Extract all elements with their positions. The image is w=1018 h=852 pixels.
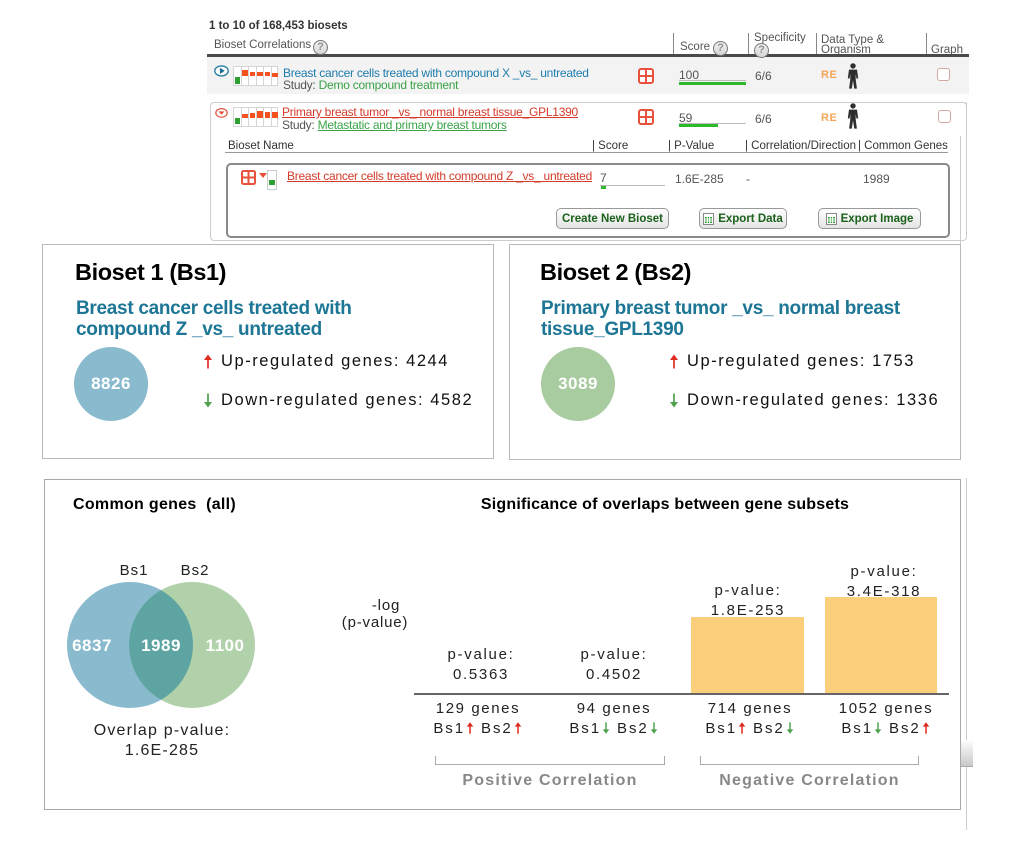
svg-text:6837: 6837 xyxy=(72,636,112,655)
svg-text:1100: 1100 xyxy=(206,636,245,655)
svg-text:1989: 1989 xyxy=(141,636,181,655)
